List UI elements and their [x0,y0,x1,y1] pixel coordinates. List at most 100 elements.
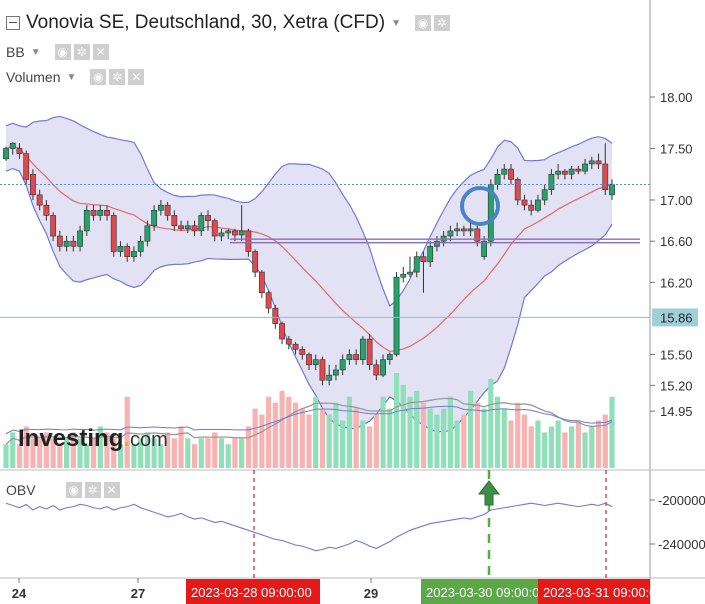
date-marker-label: 2023-03-31 09:00:00 [543,585,664,600]
gear-icon[interactable]: ✲ [109,69,126,85]
candle-body [333,369,339,376]
volume-bar [178,426,184,468]
candle-body [366,338,373,366]
date-marker-badge [538,579,650,604]
price-tick-label: 14.95 [660,404,693,419]
candle-body [481,240,487,257]
candle-body [339,359,346,371]
gear-icon[interactable]: ✲ [84,482,101,498]
volume-bar [501,408,507,468]
candle-body [306,354,312,366]
candle-body [77,230,83,247]
volume-bar [333,402,339,468]
volume-bar [117,444,124,468]
close-icon[interactable]: ✕ [128,69,145,85]
volume-bar [252,408,258,468]
candle-body [245,230,252,252]
bollinger-lower [5,167,613,433]
candle-body [252,251,259,273]
volume-bar [205,438,211,468]
volume-bar [57,444,63,468]
chevron-down-icon[interactable]: ▼ [30,46,41,58]
volume-bar [589,426,595,468]
volume-ma-line [5,397,613,445]
volume-bar [380,396,386,468]
volume-bar [50,438,56,468]
volume-bar [555,420,561,468]
volume-bar [609,396,615,468]
close-icon[interactable]: ✕ [103,482,120,498]
candle-body [104,210,110,216]
candle-body [178,225,184,230]
candle-body [9,143,16,149]
volume-bar [171,438,177,468]
candle-body [90,210,97,216]
candle-body [265,292,272,309]
volume-bar [104,432,110,468]
candle-body [292,343,299,350]
price-axis: 18.00 17.50 17.00 16.60 16.20 15.86 15.50 15.20… [650,90,705,552]
volume-bar [548,426,554,468]
volume-bar [353,408,359,468]
close-icon[interactable]: ✕ [92,44,109,60]
volume-bar [319,408,326,468]
gear-icon[interactable]: ✲ [433,15,450,31]
volume-bar [595,420,602,468]
candle-body [258,271,265,294]
volume-bar [521,414,528,468]
volume-bar [16,444,23,468]
bollinger-upper [5,115,613,307]
candle-body [393,276,400,355]
visibility-icon[interactable]: ◉ [414,15,431,31]
volume-bar [84,444,90,468]
volume-bar [259,414,265,468]
candle-body [494,173,501,185]
chevron-down-icon[interactable]: ▼ [391,17,401,29]
candle-body [588,160,595,165]
candle-body [164,204,171,216]
volume-bar [582,432,588,468]
volume-bar [97,426,103,468]
price-tick-label: 17.00 [660,193,693,208]
volume-bar [3,444,9,468]
volume-bar [340,420,346,468]
volume-bar [468,390,474,468]
candle-body [56,235,63,247]
current-price-label-bg [652,308,698,327]
volume-bar [225,444,231,468]
obv-tick-label: -200000 [658,493,705,508]
volume-bar [494,396,501,468]
candle-body [602,163,609,190]
candle-body [225,230,232,234]
date-marker-badge [186,579,320,604]
candle-body [582,163,588,172]
volume-label: Volumen [6,69,61,85]
volume-bar [218,438,225,468]
price-tick-label: 16.60 [660,234,693,249]
visibility-icon[interactable]: ◉ [90,69,107,85]
candle-body [83,210,90,232]
candle-body [36,194,43,206]
candle-body [400,273,407,278]
chevron-down-icon[interactable]: ▼ [66,71,77,83]
collapse-icon[interactable] [6,16,20,30]
volume-bar [64,438,70,468]
volume-bar [447,396,453,468]
candle-body [535,199,541,211]
candle-body [359,338,366,360]
volume-bar [420,402,427,468]
volume-bar [232,438,238,468]
volume-bar [481,408,487,468]
volume-bar [191,444,198,468]
volume-bar [185,438,191,468]
candle-body [205,215,211,221]
candle-body [191,225,198,232]
visibility-icon[interactable]: ◉ [54,44,71,60]
volume-bar [360,420,366,468]
volume-bar [299,408,305,468]
visibility-icon[interactable]: ◉ [65,482,82,498]
volume-bar [441,408,447,468]
gear-icon[interactable]: ✲ [73,44,90,60]
